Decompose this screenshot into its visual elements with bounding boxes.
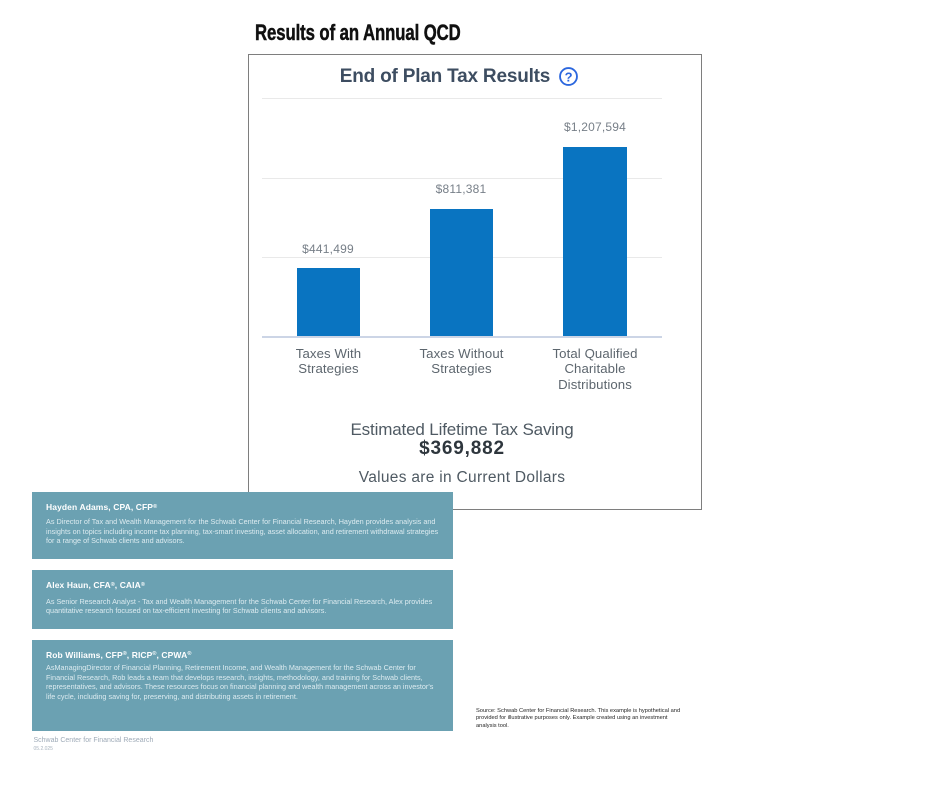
svg-text:?: ? [565, 69, 573, 84]
